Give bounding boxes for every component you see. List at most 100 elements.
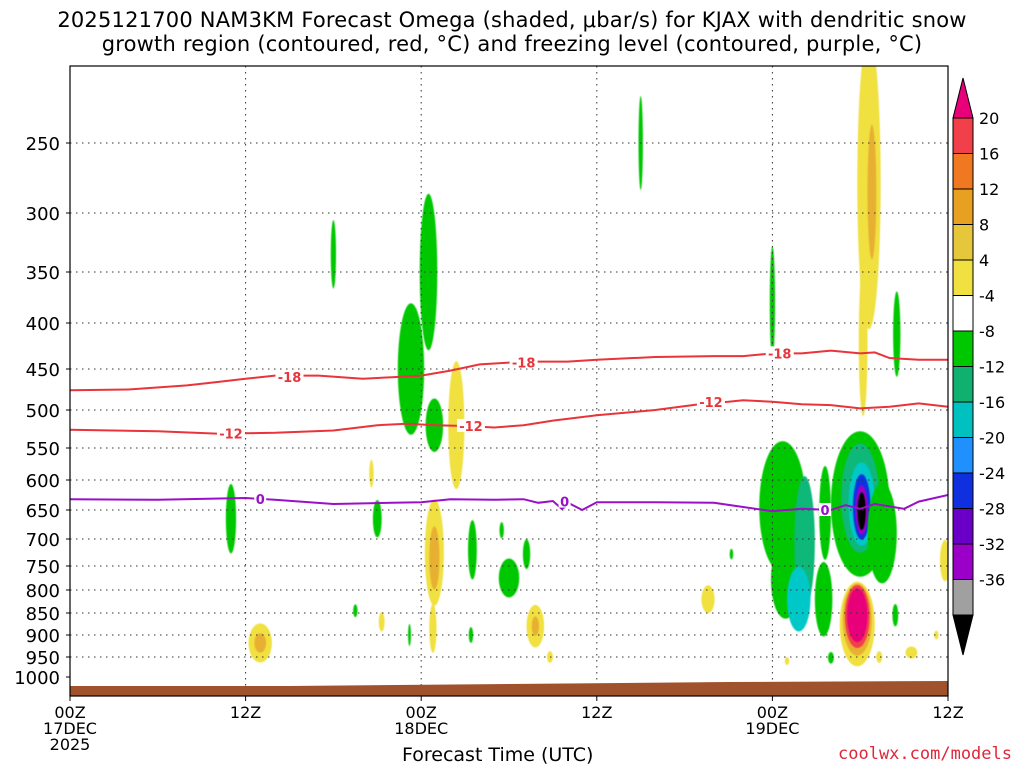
colorbar-swatch — [952, 543, 974, 580]
colorbar-swatch — [952, 295, 974, 332]
y-tick-label: 750 — [26, 557, 60, 578]
omega-cell — [468, 627, 474, 643]
omega-cell — [547, 651, 553, 663]
colorbar-swatch — [952, 153, 974, 190]
colorbar-bottom-arrow — [952, 614, 974, 656]
y-tick-label: 1000 — [14, 668, 60, 689]
colorbar-label: 8 — [979, 216, 989, 235]
contour-label-bg — [558, 494, 571, 508]
contour-line — [70, 399, 948, 435]
colorbar-swatch — [952, 259, 974, 296]
x-tick-label: 12Z — [932, 703, 963, 722]
x-tick-label: 12Z — [581, 703, 612, 722]
omega-cell — [353, 604, 358, 618]
contour-label-bg — [254, 492, 267, 506]
pressure-axis: 2503003504004505005506006507007508008509… — [14, 134, 70, 689]
omega-cell — [939, 539, 948, 582]
contour-label: -12 — [219, 428, 243, 443]
colorbar-label: 20 — [979, 109, 999, 128]
contour-line — [70, 349, 948, 392]
contour-label-bg — [509, 355, 538, 369]
omega-cell — [408, 624, 411, 646]
omega-cell — [701, 585, 715, 614]
omega-cell — [905, 646, 918, 659]
chart-title-line-1: 2025121700 NAM3KM Forecast Omega (shaded… — [57, 8, 967, 32]
colorbar-swatch — [952, 188, 974, 225]
x-tick-label: 00Z — [757, 703, 788, 722]
omega-cell — [225, 483, 237, 554]
y-tick-label: 250 — [26, 134, 60, 155]
y-tick-label: 950 — [26, 648, 60, 669]
omega-cell — [522, 539, 531, 570]
omega-cell — [814, 562, 833, 637]
colorbar: 20 16 12 8 4 -4 -8 -12 -16 -20 -24 -28 -32 -36 — [952, 77, 1005, 656]
omega-cell — [892, 604, 899, 627]
omega-cell — [531, 616, 539, 636]
colorbar-label: -24 — [979, 464, 1005, 483]
credit-text: coolwx.com/models — [838, 744, 1012, 764]
omega-cell — [769, 246, 776, 359]
omega-cell — [828, 651, 834, 664]
omega-cell — [867, 483, 897, 584]
colorbar-label: -28 — [979, 500, 1005, 519]
omega-cell — [867, 124, 877, 260]
y-tick-label: 850 — [26, 604, 60, 625]
colorbar-label: -32 — [979, 535, 1005, 554]
y-tick-label: 650 — [26, 501, 60, 522]
omega-cell — [419, 193, 438, 351]
colorbar-swatch — [952, 508, 974, 545]
contour-label: -12 — [699, 396, 723, 411]
contour-label: -18 — [768, 347, 792, 362]
x-tick-label: 17DEC — [43, 719, 97, 738]
omega-cell — [429, 604, 437, 653]
omega-cell — [858, 266, 868, 417]
contour-label-bg — [696, 394, 725, 408]
omega-cell — [847, 588, 868, 643]
omega-cell — [784, 657, 790, 665]
colorbar-swatch — [952, 117, 974, 154]
x-tick-label: 19DEC — [745, 719, 799, 738]
colorbar-label: -4 — [979, 287, 995, 306]
contour-label-bg — [456, 418, 485, 432]
omega-cell — [330, 220, 337, 289]
colorbar-label: -16 — [979, 393, 1005, 412]
y-tick-label: 800 — [26, 581, 60, 602]
omega-cell — [372, 499, 382, 538]
omega-cell — [369, 459, 374, 488]
colorbar-label: -12 — [979, 358, 1005, 377]
omega-cell — [857, 492, 866, 531]
colorbar-swatch — [952, 224, 974, 261]
x-tick-label: 00Z — [54, 703, 85, 722]
y-tick-label: 500 — [26, 401, 60, 422]
contour-label: -18 — [278, 371, 302, 386]
contour-label: -18 — [512, 357, 536, 372]
omega-cell — [397, 303, 425, 435]
colorbar-swatch — [952, 366, 974, 403]
contour-label: 0 — [256, 493, 265, 508]
y-tick-label: 400 — [26, 314, 60, 335]
y-tick-label: 550 — [26, 439, 60, 460]
x-axis-label: Forecast Time (UTC) — [402, 744, 594, 766]
y-tick-label: 900 — [26, 626, 60, 647]
contour-label: -12 — [459, 420, 483, 435]
contour-label-bg — [275, 370, 304, 384]
omega-cell — [498, 558, 520, 598]
omega-cell — [876, 651, 883, 663]
omega-cell — [499, 522, 504, 539]
ground-fill — [70, 681, 948, 696]
grid-lines — [69, 66, 949, 696]
colorbar-label: -20 — [979, 429, 1005, 448]
plot-frame — [69, 65, 949, 697]
x-tick-label: 18DEC — [394, 719, 448, 738]
y-tick-label: 450 — [26, 360, 60, 381]
y-tick-label: 600 — [26, 471, 60, 492]
colorbar-label: -8 — [979, 322, 995, 341]
contour-label: 0 — [560, 496, 569, 511]
omega-cell — [934, 630, 939, 640]
x-tick-label: 12Z — [230, 703, 261, 722]
omega-cell — [378, 612, 385, 632]
colorbar-label: 16 — [979, 145, 999, 164]
contour-label-bg — [765, 346, 794, 360]
